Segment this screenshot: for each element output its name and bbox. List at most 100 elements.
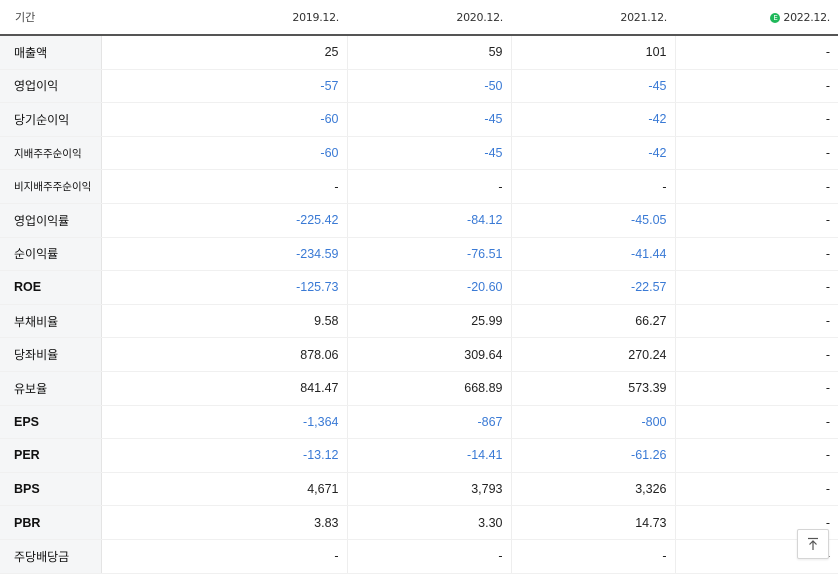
- table-cell: -60: [101, 136, 348, 171]
- table-cell: -234.59: [101, 237, 348, 272]
- table-cell: -: [675, 136, 838, 171]
- period-header: 2019.12.: [101, 0, 347, 36]
- table-cell: -: [511, 538, 676, 574]
- table-row: 매출액 25 59 101-: [0, 35, 838, 70]
- table-cell: 66.27: [511, 303, 676, 339]
- row-label: EPS: [0, 404, 102, 440]
- table-cell: -: [675, 438, 838, 473]
- table-cell: -: [675, 404, 838, 440]
- table-cell: 9.58: [101, 303, 348, 339]
- table-cell: -125.73: [101, 270, 348, 305]
- table-row: 지배주주순이익 -60 -45 -42-: [0, 136, 838, 171]
- table-cell: -45.05: [511, 202, 676, 238]
- table-cell: -: [675, 472, 838, 507]
- table-cell: -20.60: [347, 270, 512, 305]
- row-label: PBR: [0, 505, 102, 540]
- table-cell: 668.89: [347, 371, 512, 406]
- table-cell: 25: [101, 35, 348, 70]
- table-cell: -: [675, 35, 838, 70]
- row-label: 유보율: [0, 371, 102, 406]
- table-row: 비지배주주순이익 - - - -: [0, 169, 838, 204]
- table-row: 부채비율 9.58 25.99 66.27-: [0, 303, 838, 339]
- table-row: PER -13.12 -14.41 -61.26-: [0, 438, 838, 473]
- table-row: 주당배당금----: [0, 538, 838, 574]
- table-cell: -45: [511, 69, 676, 104]
- table-cell: 270.24: [511, 337, 676, 372]
- estimate-badge-icon: E: [770, 12, 781, 23]
- period-label: 2022.12.: [783, 10, 830, 24]
- arrow-up-to-line-icon: [808, 537, 818, 550]
- row-label: PER: [0, 438, 102, 473]
- table-cell: 3.83: [101, 505, 348, 540]
- table-cell: -45: [347, 102, 512, 137]
- table-cell: -: [347, 169, 512, 204]
- table-cell: -42: [511, 136, 676, 171]
- table-cell: -800: [511, 404, 676, 440]
- row-label: 영업이익률: [0, 202, 102, 238]
- table-cell: -60: [101, 102, 348, 137]
- table-cell: 3,793: [347, 472, 512, 507]
- table-cell: -: [675, 237, 838, 272]
- row-label: 영업이익: [0, 69, 102, 104]
- row-label: 매출액: [0, 35, 102, 70]
- table-cell: -: [675, 270, 838, 305]
- table-cell: -: [675, 371, 838, 406]
- table-cell: -: [675, 202, 838, 238]
- table-row: BPS 4,671 3,793 3,326-: [0, 472, 838, 507]
- row-label: 지배주주순이익: [0, 136, 102, 171]
- table-cell: -: [675, 303, 838, 339]
- period-header: 2020.12.: [347, 0, 511, 36]
- table-row: 순이익률 -234.59 -76.51 -41.44-: [0, 237, 838, 272]
- row-label: BPS: [0, 472, 102, 507]
- table-cell: -: [347, 538, 512, 574]
- table-cell: -61.26: [511, 438, 676, 473]
- table-cell: 59: [347, 35, 512, 70]
- table-cell: 878.06: [101, 337, 348, 372]
- table-cell: -22.57: [511, 270, 676, 305]
- table-cell: -84.12: [347, 202, 512, 238]
- table-cell: 573.39: [511, 371, 676, 406]
- table-cell: 3,326: [511, 472, 676, 507]
- table-cell: -45: [347, 136, 512, 171]
- table-cell: -76.51: [347, 237, 512, 272]
- row-label: 순이익률: [0, 237, 102, 272]
- table-cell: 4,671: [101, 472, 348, 507]
- table-cell: -867: [347, 404, 512, 440]
- table-row: 당좌비율 878.06 309.64 270.24-: [0, 337, 838, 372]
- table-cell: -57: [101, 69, 348, 104]
- row-label: 당기순이익: [0, 102, 102, 137]
- table-row: EPS -1,364 -867 -800-: [0, 404, 838, 440]
- row-label: 주당배당금: [0, 538, 102, 574]
- row-label: 부채비율: [0, 303, 102, 339]
- row-label: 당좌비율: [0, 337, 102, 372]
- scroll-to-top-button[interactable]: [797, 529, 829, 559]
- table-cell: -: [101, 538, 348, 574]
- table-cell: -42: [511, 102, 676, 137]
- table-cell: -41.44: [511, 237, 676, 272]
- table-cell: -50: [347, 69, 512, 104]
- period-header-label: 기간: [0, 0, 101, 36]
- table-row: 영업이익 -57 -50 -45-: [0, 69, 838, 104]
- table-cell: 841.47: [101, 371, 348, 406]
- period-header: 2021.12.: [511, 0, 675, 36]
- table-row: 당기순이익 -60 -45 -42-: [0, 102, 838, 137]
- table-cell: 101: [511, 35, 676, 70]
- table-cell: -: [101, 169, 348, 204]
- header-row: 기간 2019.12. 2020.12. 2021.12. E 2022.12.: [0, 0, 838, 36]
- table-cell: 14.73: [511, 505, 676, 540]
- table-cell: -: [675, 69, 838, 104]
- table-cell: -: [675, 337, 838, 372]
- row-label: 비지배주주순이익: [0, 169, 102, 204]
- table-cell: 25.99: [347, 303, 512, 339]
- table-cell: -: [511, 169, 676, 204]
- table-row: 유보율 841.47 668.89 573.39-: [0, 371, 838, 406]
- table-cell: 309.64: [347, 337, 512, 372]
- table-cell: -: [675, 169, 838, 204]
- table-cell: -1,364: [101, 404, 348, 440]
- table-row: 영업이익률 -225.42 -84.12 -45.05-: [0, 202, 838, 238]
- table-cell: -225.42: [101, 202, 348, 238]
- table-cell: -14.41: [347, 438, 512, 473]
- table-cell: 3.30: [347, 505, 512, 540]
- table-cell: -13.12: [101, 438, 348, 473]
